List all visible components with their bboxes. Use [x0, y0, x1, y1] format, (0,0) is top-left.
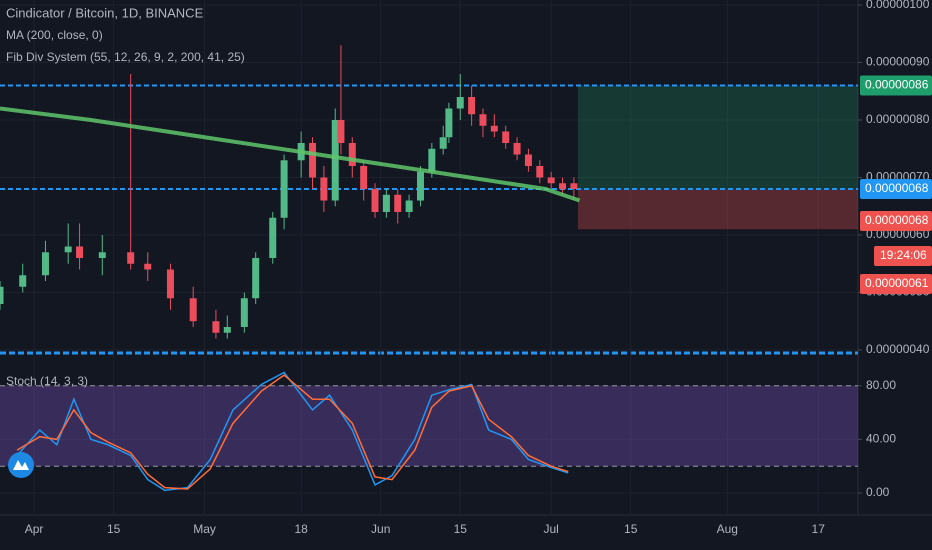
- candle-body: [547, 177, 555, 184]
- candle-body: [127, 252, 135, 264]
- price-label: 0.00000068: [865, 181, 929, 195]
- logo-icon: [13, 460, 29, 470]
- candle-body: [240, 298, 248, 327]
- indicator-label: Fib Div System (55, 12, 26, 9, 2, 200, 4…: [6, 50, 245, 64]
- price-label-bg: [860, 75, 932, 96]
- price-label: 0.00000061: [865, 276, 929, 290]
- price-label-bg: [860, 179, 932, 199]
- candle-body: [416, 171, 424, 201]
- indicator-label: MA (200, close, 0): [6, 28, 103, 42]
- candle-body: [502, 131, 510, 143]
- candle-body: [394, 194, 402, 212]
- candle-body: [0, 286, 4, 304]
- y-tick-label: 0.00000080: [866, 112, 930, 126]
- y-tick-label: 40.00: [866, 432, 896, 446]
- y-tick-label: 80.00: [866, 378, 896, 392]
- x-tick-label: 17: [812, 522, 826, 536]
- price-label-bg: [860, 211, 932, 231]
- candle-body: [405, 200, 413, 212]
- candle-body: [456, 97, 464, 109]
- plot: Apr 15 May 18 Jun 15 Jul 15 Aug 170.000000400.000…: [0, 0, 932, 536]
- x-tick-label: 15: [624, 522, 638, 536]
- candle-body: [536, 166, 544, 178]
- candle-body: [212, 321, 220, 333]
- candle-body: [309, 143, 317, 178]
- candle-body: [269, 217, 277, 258]
- candle-body: [76, 246, 84, 258]
- x-tick-label: Jul: [543, 522, 558, 536]
- candle-body: [360, 166, 368, 189]
- candle-body: [98, 252, 106, 258]
- price-label-bg: [860, 274, 932, 294]
- candle-body: [570, 183, 578, 189]
- candle-body: [513, 143, 521, 155]
- x-tick-label: Aug: [717, 522, 738, 536]
- candle-body: [189, 298, 197, 322]
- candle-body: [223, 327, 231, 333]
- x-tick-label: 15: [454, 522, 468, 536]
- candle-body: [559, 183, 567, 189]
- candle-body: [252, 258, 260, 299]
- price-label: 0.00000068: [865, 213, 929, 227]
- candle-body: [64, 246, 72, 253]
- stoch-line: [16, 371, 569, 492]
- x-tick-label: 18: [294, 522, 308, 536]
- x-tick-label: 15: [107, 522, 121, 536]
- ma-line: [0, 106, 581, 203]
- stoch-band: [0, 385, 858, 467]
- stoch-line: [16, 374, 569, 490]
- chart-title: Cindicator / Bitcoin, 1D, BINANCE: [6, 5, 204, 20]
- x-tick-label: May: [193, 522, 216, 536]
- candle-body: [348, 143, 356, 166]
- y-tick-label: 0.00: [866, 485, 890, 499]
- y-tick-label: 0.00000040: [866, 342, 930, 356]
- candle-body: [331, 120, 339, 201]
- candle-body: [280, 160, 288, 218]
- loss-zone: [577, 189, 858, 230]
- candle-body: [468, 97, 476, 115]
- price-label: 0.00000086: [865, 78, 929, 92]
- candle-body: [371, 189, 379, 212]
- y-tick-label: 0.00000090: [866, 55, 930, 69]
- candle-body: [19, 275, 27, 287]
- logo[interactable]: [8, 452, 34, 478]
- x-tick-label: Apr: [25, 522, 44, 536]
- candle-body: [439, 137, 447, 149]
- candle-body: [428, 148, 436, 172]
- stoch-title: Stoch (14, 3, 3): [6, 374, 88, 388]
- candle-body: [479, 114, 487, 126]
- candle-body: [144, 263, 152, 270]
- candle-body: [337, 120, 345, 143]
- candle-body: [320, 177, 328, 201]
- countdown-bg: [874, 246, 932, 266]
- x-tick-label: Jun: [371, 522, 390, 536]
- y-tick-label: 0.00000100: [866, 0, 930, 11]
- candle-body: [490, 125, 498, 132]
- candle-body: [41, 252, 49, 276]
- profit-zone: [577, 85, 858, 189]
- candle-body: [445, 108, 453, 138]
- candle-body: [524, 154, 532, 166]
- candle-body: [166, 269, 174, 299]
- candle-body: [382, 194, 390, 212]
- countdown: 19:24:06: [880, 248, 927, 262]
